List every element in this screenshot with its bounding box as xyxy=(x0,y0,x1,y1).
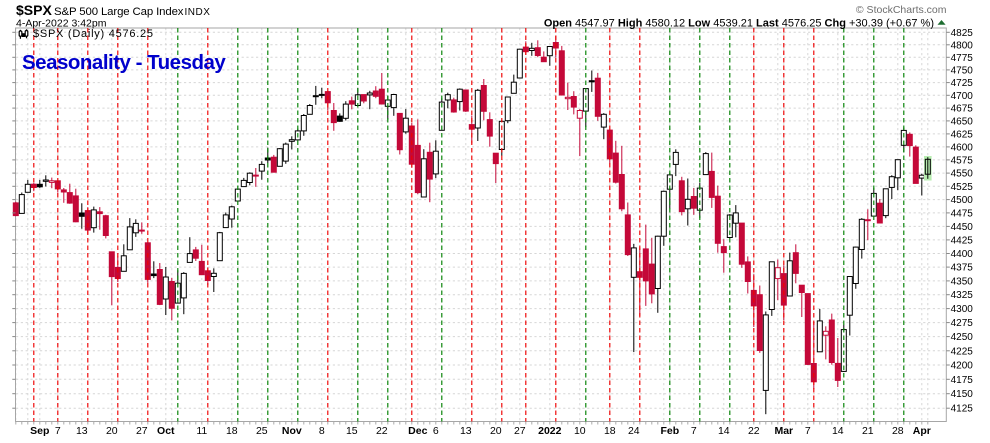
svg-text:8: 8 xyxy=(319,425,325,437)
svg-text:4450: 4450 xyxy=(951,222,974,233)
svg-text:Sep: Sep xyxy=(30,425,49,437)
svg-text:4375: 4375 xyxy=(951,263,974,274)
svg-text:Seasonality - Tuesday: Seasonality - Tuesday xyxy=(22,51,226,74)
svg-text:© StockCharts.com: © StockCharts.com xyxy=(856,4,947,16)
svg-text:4425: 4425 xyxy=(951,235,974,246)
svg-text:10: 10 xyxy=(574,425,586,437)
svg-text:4200: 4200 xyxy=(951,361,974,372)
svg-text:27: 27 xyxy=(136,425,148,437)
svg-text:25: 25 xyxy=(256,425,268,437)
svg-text:20: 20 xyxy=(106,425,118,437)
svg-text:2022: 2022 xyxy=(538,425,562,437)
svg-text:6: 6 xyxy=(433,425,439,437)
svg-text:15: 15 xyxy=(346,425,358,437)
svg-text:4400: 4400 xyxy=(951,249,974,260)
svg-text:S&P 500 Large Cap Index: S&P 500 Large Cap Index xyxy=(54,6,184,18)
svg-text:18: 18 xyxy=(604,425,616,437)
svg-text:Mar: Mar xyxy=(774,425,793,437)
svg-text:4325: 4325 xyxy=(951,290,974,301)
svg-text:13: 13 xyxy=(76,425,88,437)
svg-text:4625: 4625 xyxy=(951,129,974,140)
svg-text:13: 13 xyxy=(460,425,472,437)
svg-text:4675: 4675 xyxy=(951,104,974,115)
svg-text:7: 7 xyxy=(55,425,61,437)
svg-text:Feb: Feb xyxy=(660,425,679,437)
svg-text:Dec: Dec xyxy=(408,425,427,437)
svg-text:4525: 4525 xyxy=(951,182,974,193)
svg-text:4650: 4650 xyxy=(951,116,974,127)
svg-text:4750: 4750 xyxy=(951,65,974,76)
svg-text:14: 14 xyxy=(832,425,844,437)
svg-text:4250: 4250 xyxy=(951,332,974,343)
svg-text:4825: 4825 xyxy=(951,28,974,39)
svg-text:22: 22 xyxy=(376,425,388,437)
svg-text:Nov: Nov xyxy=(282,425,302,437)
svg-text:11: 11 xyxy=(196,425,207,437)
svg-text:14: 14 xyxy=(718,425,730,437)
svg-text:4700: 4700 xyxy=(951,91,974,102)
svg-text:4125: 4125 xyxy=(951,404,974,415)
svg-text:4-Apr-2022 3:42pm: 4-Apr-2022 3:42pm xyxy=(16,18,107,30)
svg-text:4550: 4550 xyxy=(951,169,974,180)
svg-text:27: 27 xyxy=(514,425,526,437)
svg-text:INDX: INDX xyxy=(185,7,211,18)
svg-text:7: 7 xyxy=(805,425,811,437)
svg-text:4475: 4475 xyxy=(951,208,974,219)
svg-text:4800: 4800 xyxy=(951,40,974,51)
svg-text:28: 28 xyxy=(892,425,904,437)
svg-text:4300: 4300 xyxy=(951,304,974,315)
svg-text:24: 24 xyxy=(628,425,640,437)
svg-text:7: 7 xyxy=(691,425,697,437)
svg-text:4500: 4500 xyxy=(951,195,974,206)
svg-text:4150: 4150 xyxy=(951,389,974,400)
svg-text:4775: 4775 xyxy=(951,53,974,64)
svg-text:4725: 4725 xyxy=(951,78,974,89)
svg-text:4225: 4225 xyxy=(951,346,974,357)
svg-text:Open 4547.97 High 4580.12 Low: Open 4547.97 High 4580.12 Low 4539.21 La… xyxy=(544,18,934,30)
svg-text:Oct: Oct xyxy=(157,425,175,437)
svg-text:$SPX: $SPX xyxy=(16,2,52,18)
svg-text:4175: 4175 xyxy=(951,375,974,386)
svg-text:22: 22 xyxy=(748,425,760,437)
svg-text:20: 20 xyxy=(490,425,502,437)
svg-text:Apr: Apr xyxy=(913,425,931,437)
svg-text:$SPX (Daily) 4576.25: $SPX (Daily) 4576.25 xyxy=(33,28,154,40)
svg-text:18: 18 xyxy=(226,425,238,437)
svg-text:4350: 4350 xyxy=(951,276,974,287)
svg-text:4575: 4575 xyxy=(951,155,974,166)
svg-text:21: 21 xyxy=(862,425,874,437)
svg-text:4600: 4600 xyxy=(951,142,974,153)
svg-text:4275: 4275 xyxy=(951,318,974,329)
